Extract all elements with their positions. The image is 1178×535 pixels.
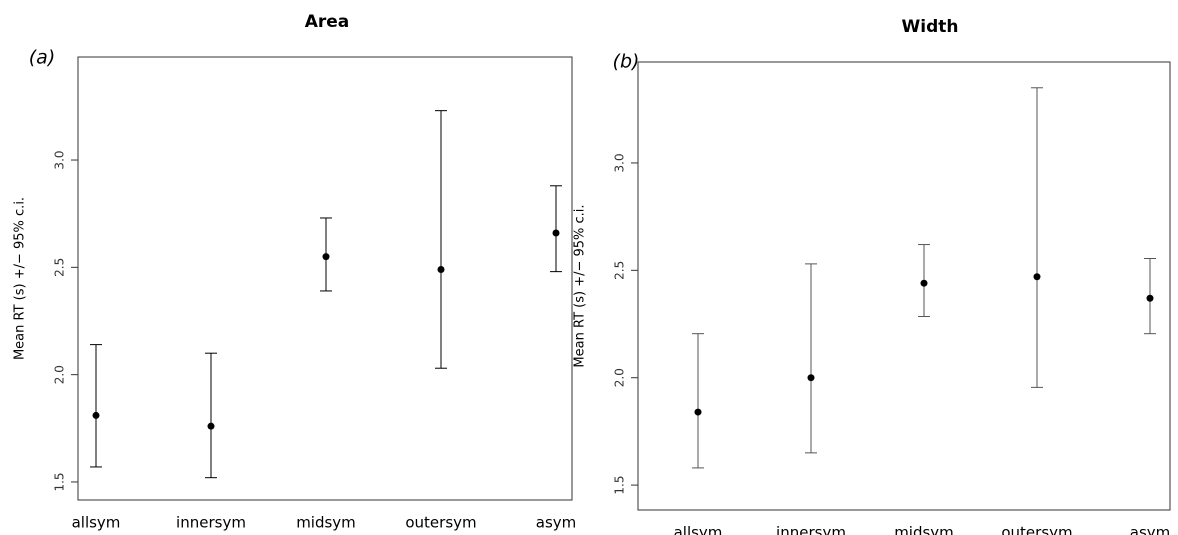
panel-label: (a) <box>29 47 55 69</box>
y-tick-label: 2.5 <box>53 258 67 277</box>
mean-point <box>807 374 815 382</box>
y-tick-label: 3.0 <box>53 150 67 169</box>
x-tick-label: innersym <box>176 514 246 532</box>
mean-point <box>1033 273 1041 281</box>
x-tick-label: asym <box>536 514 577 532</box>
y-tick-label: 1.5 <box>613 476 627 495</box>
x-tick-label: allsym <box>674 524 723 535</box>
chart-title: Area <box>305 12 350 32</box>
y-tick-label: 1.5 <box>53 472 67 491</box>
y-tick-label: 2.5 <box>613 261 627 280</box>
mean-point <box>437 265 445 273</box>
mean-point <box>694 408 702 416</box>
plot-frame <box>637 61 1171 511</box>
y-axis-label: Mean RT (s) +/− 95% c.i. <box>13 197 28 360</box>
y-axis-label: Mean RT (s) +/− 95% c.i. <box>573 204 588 367</box>
mean-point <box>1146 294 1154 302</box>
chart-title: Width <box>902 17 959 37</box>
y-tick-label: 2.0 <box>53 365 67 384</box>
mean-point <box>92 411 100 419</box>
y-tick-label: 3.0 <box>613 153 627 172</box>
panel-label: (b) <box>613 51 640 73</box>
mean-point <box>322 253 330 261</box>
x-tick-label: midsym <box>296 514 356 532</box>
mean-point <box>552 229 560 237</box>
x-tick-label: outersym <box>405 514 476 532</box>
x-tick-label: outersym <box>1001 524 1072 535</box>
y-tick-label: 2.0 <box>613 368 627 387</box>
x-tick-label: innersym <box>776 524 846 535</box>
x-tick-label: allsym <box>72 514 121 532</box>
mean-point <box>920 279 928 287</box>
plot-frame <box>77 56 573 501</box>
x-tick-label: asym <box>1130 524 1171 535</box>
mean-point <box>207 422 215 430</box>
x-tick-label: midsym <box>894 524 954 535</box>
